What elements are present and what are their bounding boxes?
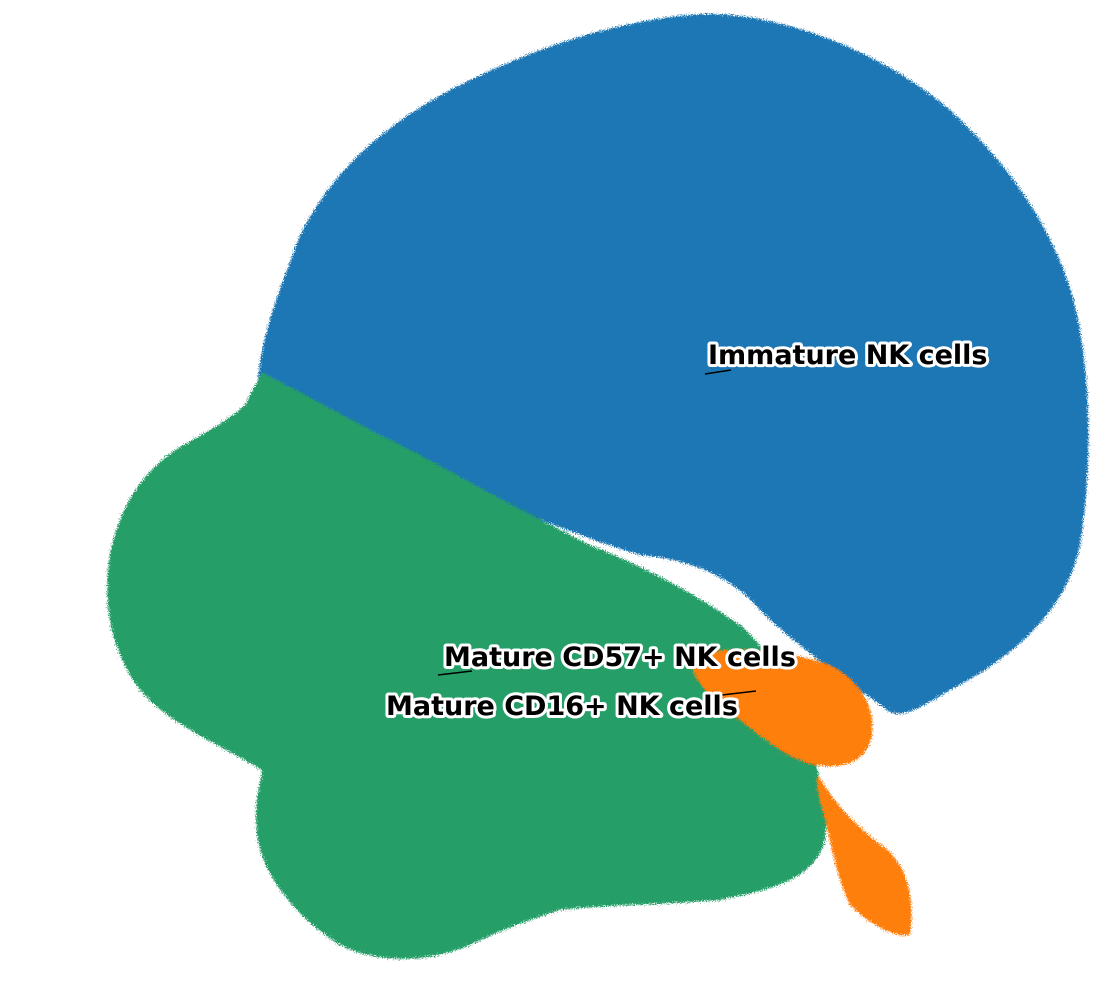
leader-line-immature-nk — [704, 369, 732, 375]
cluster-mature-cd57-nk-region — [107, 372, 826, 959]
cluster-immature-nk-region — [258, 13, 1089, 714]
leader-line-mature-cd16-nk — [721, 690, 757, 696]
cluster-mature-cd16-nk-region-a — [690, 649, 873, 767]
annotation-immature-nk: Immature NK cells — [708, 340, 988, 371]
annotation-mature-cd16-nk: Mature CD16+ NK cells — [386, 691, 738, 722]
cluster-immature-nk — [258, 13, 1089, 714]
cluster-mature-cd16-nk-region-b — [817, 775, 912, 936]
cluster-mature-cd57-nk — [107, 372, 826, 959]
annotation-mature-cd57-nk: Mature CD57+ NK cells — [444, 642, 796, 673]
leader-line-mature-cd57-nk — [437, 670, 473, 676]
cluster-mature-cd16-nk — [690, 649, 912, 936]
